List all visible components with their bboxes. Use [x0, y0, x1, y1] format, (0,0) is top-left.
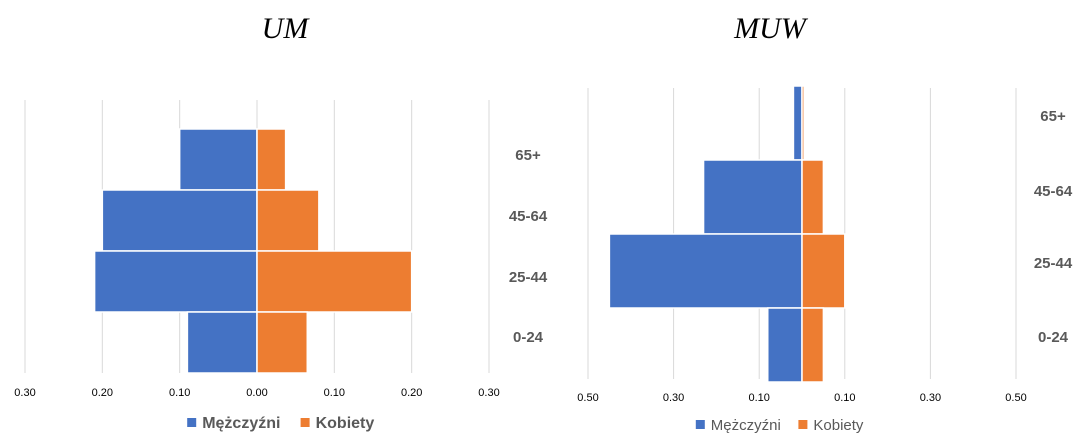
chart-muw: MUW 0.50 0.30 0.10 0.10 0.30 0.50 0-24 25-44 45-… — [577, 12, 1073, 434]
legend-swatch — [695, 420, 705, 429]
legend-label: Kobiety — [813, 417, 864, 434]
legend-swatch — [798, 420, 808, 429]
bar-kobiety-45-64 — [801, 159, 825, 235]
bar-kobiety-0-24 — [256, 311, 309, 374]
chart-title: UM — [262, 12, 311, 45]
bar-kobiety-65+ — [256, 128, 287, 191]
x-tick-label: 0.30 — [920, 392, 941, 404]
bar-mezczyzni-45-64 — [101, 189, 258, 252]
x-tick-label: 0.00 — [246, 387, 267, 399]
category-label: 0-24 — [513, 329, 544, 346]
x-tick-label: 0.10 — [748, 392, 769, 404]
category-label: 0-24 — [1038, 329, 1069, 346]
x-tick-label: 0.50 — [577, 392, 598, 404]
category-label: 65+ — [515, 147, 541, 164]
bar-mezczyzni-25-44 — [93, 250, 258, 313]
chart-um: UM 0.30 0.20 0.10 0.00 0.10 0.20 0.30 0-24 25-44… — [14, 12, 548, 432]
legend-label: Mężczyźni — [202, 415, 280, 432]
bar-mezczyzni-65+ — [792, 85, 803, 161]
x-tick-label: 0.30 — [478, 387, 499, 399]
bar-mezczyzni-0-24 — [767, 307, 803, 383]
category-label: 25-44 — [1034, 255, 1073, 272]
bar-kobiety-45-64 — [256, 189, 320, 252]
x-tick-label: 0.10 — [169, 387, 190, 399]
x-tick-label: 0.30 — [14, 387, 35, 399]
bar-kobiety-25-44 — [256, 250, 413, 313]
bar-mezczyzni-45-64 — [702, 159, 803, 235]
category-label: 65+ — [1040, 108, 1066, 125]
x-tick-label: 0.10 — [324, 387, 345, 399]
bar-kobiety-25-44 — [801, 233, 846, 309]
bar-mezczyzni-0-24 — [186, 311, 258, 374]
bar-kobiety-0-24 — [801, 307, 825, 383]
category-label: 45-64 — [1034, 183, 1073, 200]
x-tick-label: 0.10 — [834, 392, 855, 404]
category-label: 45-64 — [509, 208, 548, 225]
bar-mezczyzni-25-44 — [608, 233, 803, 309]
chart-title: MUW — [733, 12, 809, 45]
bar-kobiety-65+ — [801, 85, 805, 161]
x-tick-label: 0.20 — [92, 387, 113, 399]
legend-swatch — [187, 418, 197, 427]
category-label: 25-44 — [509, 269, 548, 286]
legend-label: Kobiety — [316, 415, 375, 432]
x-tick-label: 0.50 — [1005, 392, 1026, 404]
x-tick-label: 0.30 — [663, 392, 684, 404]
x-tick-label: 0.20 — [401, 387, 422, 399]
legend-swatch — [300, 418, 310, 427]
legend-label: Mężczyźni — [711, 417, 781, 434]
bar-mezczyzni-65+ — [178, 128, 258, 191]
